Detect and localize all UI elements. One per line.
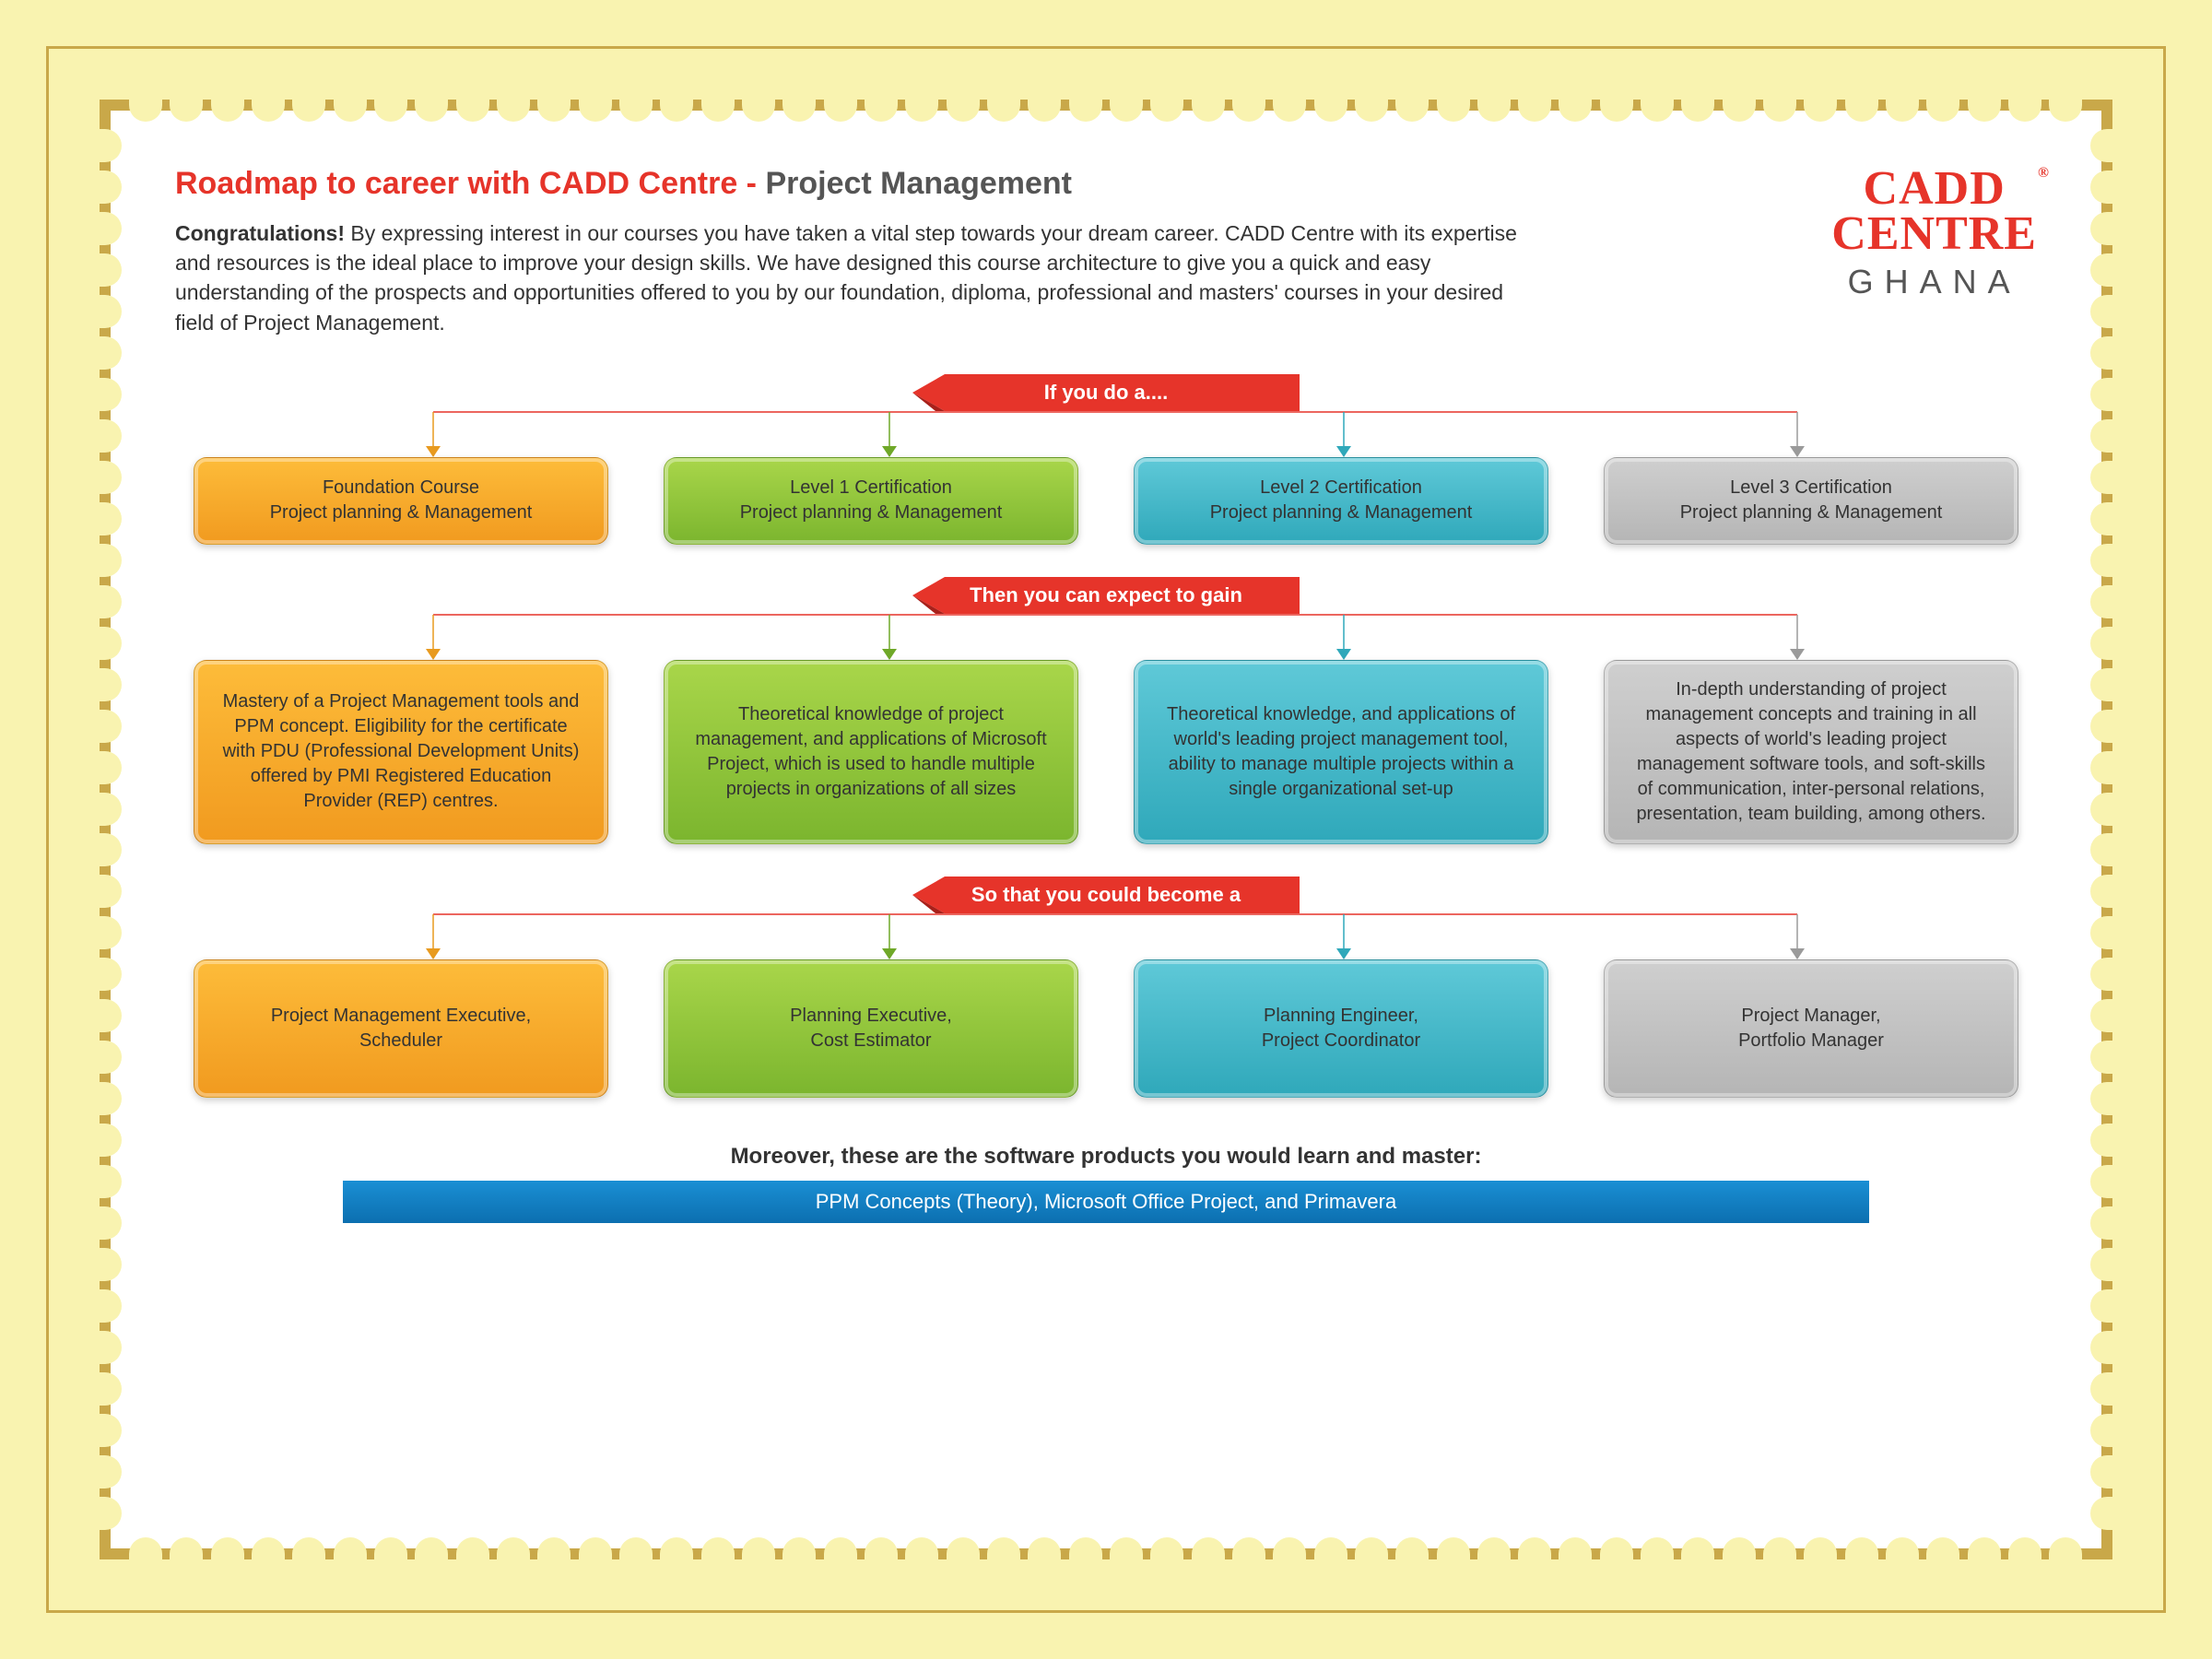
banner-2: Then you can expect to gain [912,577,1300,614]
box-gain-4: In-depth understanding of project manage… [1604,660,2018,844]
box-level3-title: Level 3 Certification [1627,476,1995,500]
banner-1-text: If you do a.... [1044,381,1168,405]
header-text: Roadmap to career with CADD Centre - Pro… [175,166,1539,337]
title-red: Roadmap to career with CADD Centre - [175,166,765,201]
box-level3-sub: Project planning & Management [1627,500,1995,525]
stamp-frame: Roadmap to career with CADD Centre - Pro… [100,100,2112,1559]
box-foundation-sub: Project planning & Management [217,500,585,525]
banner-1: If you do a.... [912,374,1300,411]
career-1-b: Scheduler [217,1029,585,1053]
box-career-2: Planning Executive, Cost Estimator [664,959,1078,1098]
footer-bar: PPM Concepts (Theory), Microsoft Office … [343,1181,1869,1223]
scallop-left [100,129,122,1530]
box-level2: Level 2 Certification Project planning &… [1134,457,1548,545]
footer: Moreover, these are the software product… [175,1144,2037,1223]
career-3-a: Planning Engineer, [1157,1004,1525,1029]
banner-3-text: So that you could become a [971,883,1241,907]
page-title: Roadmap to career with CADD Centre - Pro… [175,166,1539,202]
box-level1: Level 1 Certification Project planning &… [664,457,1078,545]
row-become: Project Management Executive, Scheduler … [175,959,2037,1098]
outer-border: Roadmap to career with CADD Centre - Pro… [46,46,2166,1613]
congrats-word: Congratulations! [175,221,345,245]
box-foundation-title: Foundation Course [217,476,585,500]
banner-3: So that you could become a [912,877,1300,913]
box-gain-3: Theoretical knowledge, and applications … [1134,660,1548,844]
box-level2-title: Level 2 Certification [1157,476,1525,500]
career-4-a: Project Manager, [1627,1004,1995,1029]
logo: CADD® CENTRE GHANA [1831,166,2037,301]
intro-text: By expressing interest in our courses yo… [175,221,1517,335]
box-gain-1: Mastery of a Project Management tools an… [194,660,608,844]
box-level3: Level 3 Certification Project planning &… [1604,457,2018,545]
connectors-2 [175,614,2037,660]
box-foundation: Foundation Course Project planning & Man… [194,457,608,545]
career-1-a: Project Management Executive, [217,1004,585,1029]
logo-line2: CENTRE [1831,207,2037,260]
row-courses: Foundation Course Project planning & Man… [175,457,2037,545]
connectors-1 [175,411,2037,457]
box-career-4: Project Manager, Portfolio Manager [1604,959,2018,1098]
connectors-3 [175,913,2037,959]
career-2-b: Cost Estimator [687,1029,1055,1053]
reg-mark: ® [2038,166,2050,180]
footer-title: Moreover, these are the software product… [175,1144,2037,1170]
logo-main: CADD® CENTRE [1831,166,2037,257]
section-become: So that you could become a Project Manag… [175,877,2037,1098]
box-level2-sub: Project planning & Management [1157,500,1525,525]
banner-2-text: Then you can expect to gain [970,583,1242,607]
scallop-top [129,100,2083,122]
header: Roadmap to career with CADD Centre - Pro… [175,166,2037,337]
box-gain-2: Theoretical knowledge of project managem… [664,660,1078,844]
box-career-1: Project Management Executive, Scheduler [194,959,608,1098]
scallop-right [2090,129,2112,1530]
scallop-bottom [129,1537,2083,1559]
career-4-b: Portfolio Manager [1627,1029,1995,1053]
box-career-3: Planning Engineer, Project Coordinator [1134,959,1548,1098]
career-2-a: Planning Executive, [687,1004,1055,1029]
box-level1-sub: Project planning & Management [687,500,1055,525]
row-gain: Mastery of a Project Management tools an… [175,660,2037,844]
title-gray: Project Management [765,166,1072,201]
box-level1-title: Level 1 Certification [687,476,1055,500]
career-3-b: Project Coordinator [1157,1029,1525,1053]
section-gain: Then you can expect to gain Mastery of a… [175,577,2037,844]
intro-paragraph: Congratulations! By expressing interest … [175,218,1539,337]
section-courses: If you do a.... Foundation Course Projec… [175,374,2037,545]
logo-sub: GHANA [1831,263,2037,301]
